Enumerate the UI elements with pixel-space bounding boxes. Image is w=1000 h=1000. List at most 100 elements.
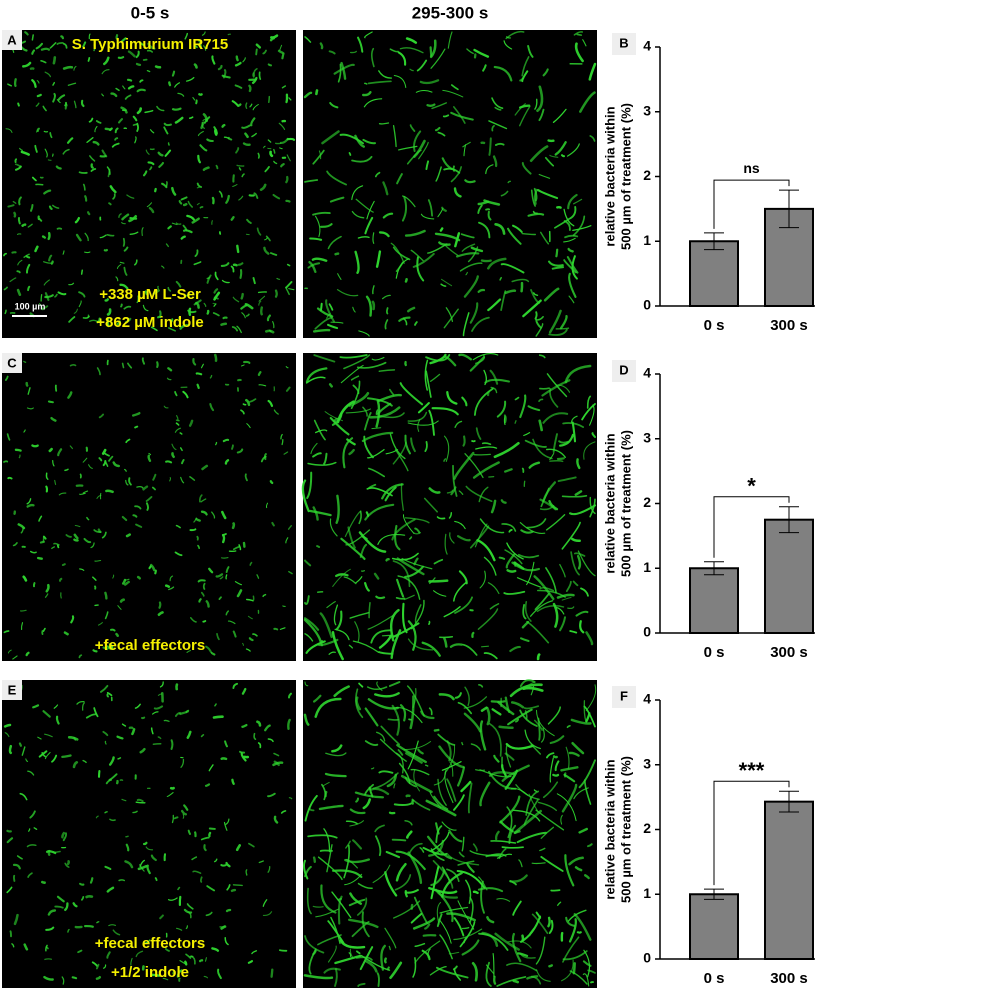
bacterium (252, 277, 256, 285)
bacterium (262, 593, 267, 598)
bacterium (362, 798, 372, 810)
bacterium (349, 611, 370, 619)
bacterium (504, 549, 523, 565)
bacterium (541, 727, 545, 743)
bacterium (419, 79, 440, 85)
bacterium (493, 441, 520, 459)
bacterium (145, 846, 154, 851)
bacterium (40, 294, 43, 302)
bacterium (183, 804, 189, 811)
bacterium (41, 880, 46, 884)
column-header: 295-300 s (412, 3, 489, 22)
bacterium (115, 87, 120, 92)
bacterium (3, 630, 10, 634)
bacterium (79, 882, 85, 886)
bacterium (112, 574, 115, 579)
bacterium (500, 190, 509, 197)
bacterium (403, 594, 415, 601)
bacterium (244, 303, 254, 310)
bacterium (448, 951, 460, 955)
bacterium (306, 471, 313, 499)
bacterium (529, 145, 549, 162)
bacterium (536, 605, 565, 612)
bacterium (88, 33, 91, 40)
bacterium (92, 649, 98, 653)
bacterium (285, 286, 290, 296)
bacterium (169, 575, 174, 582)
bacterium (325, 752, 347, 757)
panel-letter: D (619, 362, 628, 377)
bacterium (236, 325, 242, 334)
bacterium (538, 108, 545, 122)
bacterium (334, 252, 340, 256)
bacterium (33, 827, 38, 830)
bacterium (349, 820, 364, 827)
bacterium (126, 78, 133, 82)
bacterium (170, 739, 174, 750)
bacterium (79, 473, 82, 479)
bacterium (108, 773, 118, 781)
bacterium (89, 319, 99, 323)
bacterium (307, 834, 338, 839)
bacterium (216, 632, 220, 641)
bacterium (217, 64, 223, 71)
bacterium (251, 132, 257, 138)
bacterium (27, 872, 33, 878)
bacterium (453, 917, 465, 937)
bacterium (410, 437, 416, 453)
bacterium (585, 631, 594, 646)
bacterium (524, 439, 547, 448)
bacterium (84, 195, 88, 202)
bacterium (168, 586, 175, 591)
bacterium (175, 524, 181, 529)
bacterium (382, 181, 389, 196)
bacterium (412, 252, 435, 268)
bacterium (213, 303, 217, 307)
bacterium (77, 949, 83, 954)
bacterium (485, 961, 492, 987)
bacterium (151, 973, 161, 977)
bacterium (220, 262, 230, 267)
bacterium (409, 695, 415, 730)
bacterium (148, 565, 152, 570)
bacterium (489, 603, 500, 610)
error-bar (704, 232, 724, 251)
bacterium (414, 527, 421, 534)
bacterium (214, 703, 217, 707)
bacterium (163, 126, 169, 135)
bacterium (501, 523, 517, 532)
bacterium (73, 308, 78, 314)
bacterium (190, 617, 197, 623)
bacterium (220, 925, 227, 930)
bacterium (388, 388, 395, 396)
bacterium (196, 535, 199, 541)
bacterium (5, 375, 9, 381)
bacterium (566, 724, 571, 729)
bacterium (265, 502, 268, 509)
bacterium (394, 524, 401, 551)
bacterium (303, 974, 334, 980)
bacterium (38, 218, 43, 222)
bacterium (116, 264, 122, 269)
bacterium (180, 809, 188, 816)
bacterium (134, 259, 138, 266)
bacterium (428, 620, 431, 625)
bacterium (67, 735, 79, 741)
bacterium (42, 627, 46, 632)
bacterium (248, 637, 254, 642)
bacterium (273, 409, 279, 415)
bacterium (492, 155, 498, 168)
bacterium (479, 570, 486, 589)
bacterium (570, 718, 592, 725)
bacterium (587, 843, 593, 848)
bacterium (406, 830, 413, 839)
bacterium (471, 631, 475, 639)
y-axis-label: 500 µm of treatment (%) (618, 103, 633, 250)
bacterium (158, 601, 162, 609)
bacterium (363, 98, 383, 108)
bacterium (167, 142, 170, 146)
bacterium (359, 946, 374, 971)
bacterium (425, 354, 451, 362)
bacterium (408, 536, 413, 540)
bacterium (303, 617, 320, 631)
